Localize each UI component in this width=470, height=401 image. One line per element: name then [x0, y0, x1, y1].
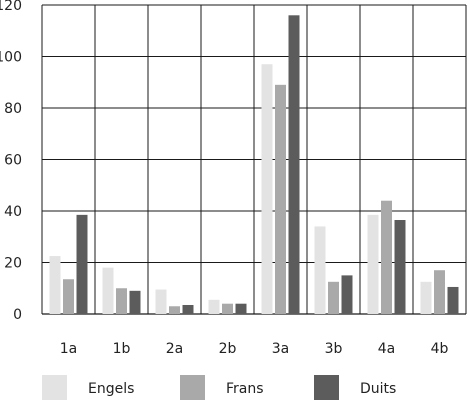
- bar-frans-4b: [434, 270, 445, 314]
- bar-engels-3a: [261, 64, 273, 314]
- legend-label-duits: Duits: [360, 381, 396, 397]
- x-tick-label-1a: 1a: [60, 341, 78, 357]
- y-tick-label-100: 100: [0, 50, 22, 66]
- bar-frans-4a: [381, 200, 392, 314]
- bar-engels-2b: [208, 299, 220, 314]
- bar-duits-1b: [129, 290, 141, 314]
- x-tick-label-2a: 2a: [166, 341, 184, 357]
- bar-duits-1a: [76, 214, 88, 314]
- y-tick-label-40: 40: [4, 204, 22, 220]
- x-tick-label-4b: 4b: [431, 341, 449, 357]
- bar-frans-3a: [275, 84, 286, 314]
- bar-duits-2a: [182, 304, 194, 314]
- bar-duits-4b: [447, 286, 459, 314]
- y-tick-label-120: 120: [0, 0, 22, 14]
- x-tick-label-3b: 3b: [325, 341, 343, 357]
- bar-engels-2a: [155, 289, 167, 314]
- x-tick-label-1b: 1b: [113, 341, 131, 357]
- legend: Engels Frans Duits: [42, 375, 396, 400]
- y-axis-ticks: 0 20 40 60 80 100 120: [0, 0, 22, 323]
- legend-swatch-duits: [314, 375, 339, 400]
- bar-engels-4a: [367, 214, 379, 314]
- bar-duits-3b: [341, 275, 353, 315]
- y-tick-label-0: 0: [13, 307, 22, 323]
- bar-frans-2a: [169, 306, 180, 314]
- y-tick-label-20: 20: [4, 256, 22, 272]
- bar-frans-1b: [116, 288, 127, 314]
- x-tick-label-3a: 3a: [272, 341, 290, 357]
- grid-layer: [41, 4, 467, 315]
- x-tick-label-2b: 2b: [219, 341, 237, 357]
- bar-engels-3b: [314, 226, 326, 314]
- y-tick-label-60: 60: [4, 153, 22, 169]
- bar-frans-3b: [328, 281, 339, 314]
- bars-layer: [49, 15, 459, 315]
- bar-engels-4b: [420, 281, 432, 314]
- bar-frans-1a: [63, 279, 74, 314]
- legend-label-engels: Engels: [88, 381, 134, 397]
- bar-frans-2b: [222, 303, 233, 314]
- legend-swatch-engels: [42, 375, 67, 400]
- legend-swatch-frans: [180, 375, 205, 400]
- x-tick-label-4a: 4a: [378, 341, 396, 357]
- y-tick-label-80: 80: [4, 101, 22, 117]
- bar-duits-3a: [288, 15, 300, 315]
- x-axis-ticks: 1a 1b 2a 2b 3a 3b 4a 4b: [60, 341, 449, 357]
- bar-duits-4a: [394, 220, 406, 314]
- bar-duits-2b: [235, 303, 247, 314]
- legend-label-frans: Frans: [226, 381, 264, 397]
- bar-engels-1b: [102, 267, 114, 314]
- bar-engels-1a: [49, 256, 61, 314]
